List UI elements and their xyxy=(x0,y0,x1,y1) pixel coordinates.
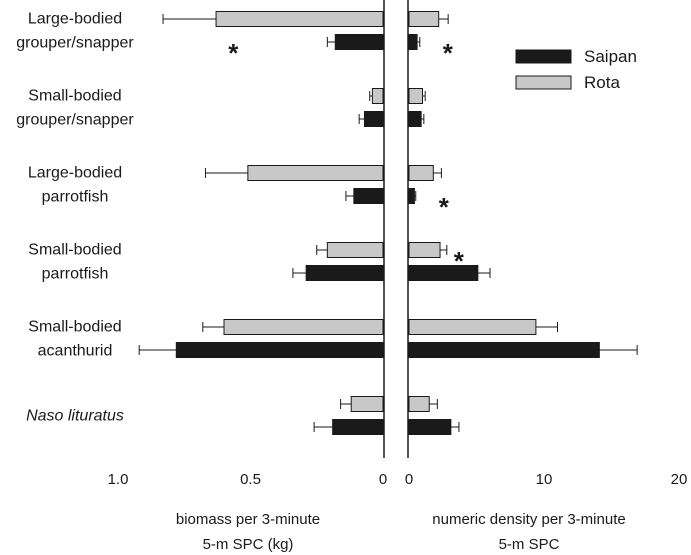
bar-biomass-saipan-2 xyxy=(353,188,384,204)
category-label-4-line-1: acanthurid xyxy=(38,343,113,360)
bar-biomass-rota-1 xyxy=(371,88,384,104)
category-label-2-line-1: parrotfish xyxy=(42,189,109,206)
category-label-1-line-1: grouper/snapper xyxy=(16,112,134,129)
axis-label-biomass-line-0: biomass per 3-minute xyxy=(176,511,320,528)
bar-biomass-rota-2 xyxy=(247,165,384,181)
legend-swatch-saipan xyxy=(515,49,572,64)
significance-marker-density-2: * xyxy=(454,246,465,276)
bar-biomass-rota-4 xyxy=(223,319,384,335)
legend-swatch-rota xyxy=(515,75,572,90)
bar-density-saipan-3 xyxy=(408,265,479,281)
category-label-1-line-0: Small-bodied xyxy=(28,88,121,105)
bar-density-rota-3 xyxy=(408,242,441,258)
tick-label-biomass-1: 0.5 xyxy=(240,471,261,488)
tick-label-biomass-2: 0 xyxy=(379,471,387,488)
legend-label-rota: Rota xyxy=(584,73,620,92)
legend-label-saipan: Saipan xyxy=(584,47,637,66)
tick-label-density-1: 10 xyxy=(536,471,553,488)
tick-label-density-0: 0 xyxy=(405,471,413,488)
bar-density-rota-4 xyxy=(408,319,537,335)
bar-density-saipan-0 xyxy=(408,34,418,50)
bar-density-saipan-2 xyxy=(408,188,415,204)
tick-label-density-2: 20 xyxy=(671,471,688,488)
bar-biomass-saipan-1 xyxy=(363,111,384,127)
significance-marker-biomass-0: * xyxy=(228,38,239,68)
tick-label-biomass-0: 1.0 xyxy=(108,471,129,488)
axis-label-biomass-line-1: 5-m SPC (kg) xyxy=(203,536,294,553)
category-label-3-line-0: Small-bodied xyxy=(28,242,121,259)
category-label-0-line-1: grouper/snapper xyxy=(16,35,134,52)
bar-density-saipan-4 xyxy=(408,342,600,358)
bar-biomass-rota-5 xyxy=(350,396,384,412)
bar-biomass-saipan-0 xyxy=(334,34,384,50)
bar-biomass-saipan-4 xyxy=(175,342,384,358)
bar-density-rota-0 xyxy=(408,11,440,27)
bar-biomass-rota-0 xyxy=(215,11,384,27)
category-label-2-line-0: Large-bodied xyxy=(28,165,122,182)
significance-marker-density-1: * xyxy=(439,192,450,222)
axis-label-density-line-0: numeric density per 3-minute xyxy=(432,511,625,528)
bar-biomass-saipan-5 xyxy=(332,419,384,435)
bar-density-rota-1 xyxy=(408,88,423,104)
bar-density-rota-2 xyxy=(408,165,434,181)
bar-density-rota-5 xyxy=(408,396,430,412)
bar-density-saipan-5 xyxy=(408,419,452,435)
category-label-3-line-1: parrotfish xyxy=(42,266,109,283)
axis-label-density-line-1: 5-m SPC xyxy=(499,536,560,553)
category-label-4-line-0: Small-bodied xyxy=(28,319,121,336)
bar-biomass-saipan-3 xyxy=(305,265,384,281)
bar-density-saipan-1 xyxy=(408,111,422,127)
bar-biomass-rota-3 xyxy=(326,242,384,258)
category-label-0-line-0: Large-bodied xyxy=(28,11,122,28)
significance-marker-density-0: * xyxy=(443,38,454,68)
category-label-5-line-0: Naso lituratus xyxy=(26,408,124,425)
